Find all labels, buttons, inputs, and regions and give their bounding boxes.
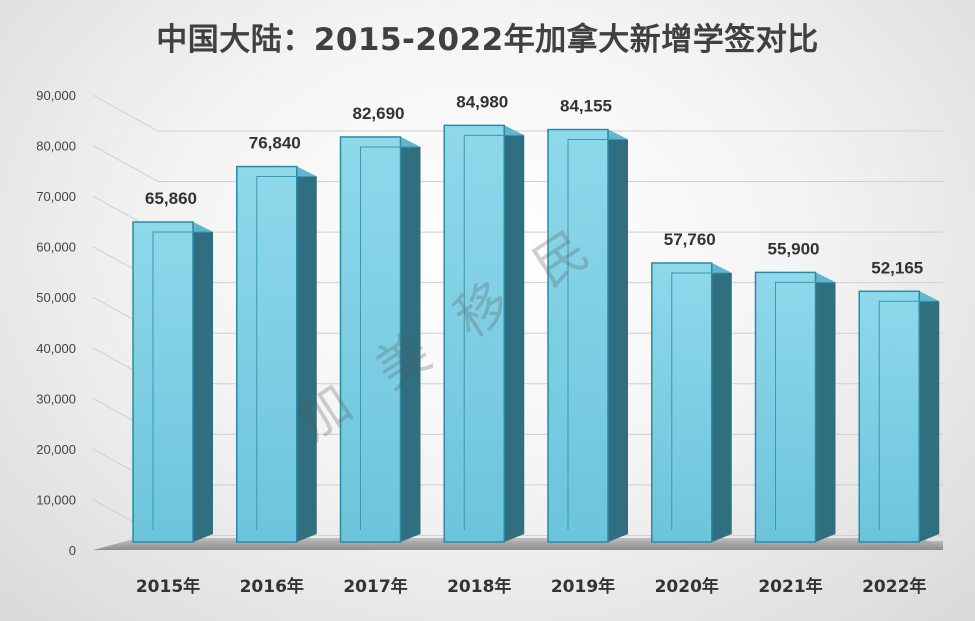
- bar-side: [608, 129, 628, 542]
- bar: [132, 221, 213, 543]
- y-tick-label: 80,000: [36, 139, 76, 154]
- value-label: 57,760: [664, 230, 716, 249]
- value-label: 76,840: [249, 134, 301, 153]
- y-tick-label: 90,000: [36, 88, 76, 103]
- bar: [443, 124, 525, 543]
- bar-front: [858, 290, 920, 543]
- y-tick-label: 50,000: [36, 290, 76, 305]
- value-label: 82,690: [353, 104, 405, 123]
- bar-side: [504, 125, 525, 542]
- y-tick-label: 10,000: [36, 492, 76, 507]
- bar-side: [400, 136, 421, 542]
- bar-inner-edge: [775, 281, 833, 530]
- value-label: 84,155: [560, 97, 612, 116]
- x-tick-label: 2022年: [862, 576, 926, 597]
- bar-inner-edge: [567, 139, 625, 530]
- bar-front: [236, 165, 298, 543]
- bar: [858, 290, 940, 543]
- x-tick-label: 2019年: [551, 576, 615, 597]
- value-label: 55,900: [768, 239, 820, 258]
- bar-front: [339, 136, 402, 543]
- y-tick-label: 70,000: [36, 189, 76, 204]
- bar: [651, 262, 732, 543]
- bar-side: [711, 262, 732, 542]
- bar-front: [132, 221, 194, 543]
- bar-side: [815, 272, 836, 542]
- y-tick-label: 30,000: [36, 391, 76, 406]
- bar-front: [547, 128, 609, 543]
- bar-inner-edge: [463, 134, 522, 530]
- y-tick-label: 0: [69, 543, 76, 558]
- bar-inner-edge: [878, 300, 937, 530]
- x-tick-label: 2015年: [136, 576, 200, 597]
- bar-inner-edge: [152, 231, 210, 530]
- x-tick-label: 2021年: [758, 576, 822, 597]
- y-tick-label: 40,000: [36, 341, 76, 356]
- bar: [547, 128, 628, 543]
- bar-front: [754, 271, 817, 543]
- y-tick-label: 20,000: [36, 442, 76, 457]
- value-label: 52,165: [871, 258, 923, 277]
- gridline: [92, 94, 943, 132]
- bar-inner-edge: [360, 146, 418, 530]
- bar: [754, 271, 836, 543]
- x-tick-label: 2016年: [240, 576, 304, 597]
- bar-side: [193, 222, 213, 542]
- y-tick-label: 60,000: [36, 240, 76, 255]
- gridline: [92, 145, 943, 183]
- x-tick-label: 2018年: [447, 576, 511, 597]
- bar-inner-edge: [671, 272, 729, 530]
- bar: [236, 165, 317, 543]
- bar-inner-edge: [256, 176, 314, 530]
- value-label: 65,860: [145, 189, 197, 208]
- x-tick-label: 2020年: [655, 576, 719, 597]
- bar-side: [296, 166, 317, 542]
- x-tick-label: 2017年: [343, 576, 407, 597]
- bar-front: [651, 262, 713, 543]
- chart-title: 中国大陆：2015-2022年加拿大新增学签对比: [156, 22, 819, 58]
- bar: [339, 136, 421, 543]
- chart-floor-top: [93, 538, 943, 550]
- value-label: 84,980: [456, 92, 508, 111]
- bar-front: [443, 124, 505, 543]
- bar-side: [919, 291, 940, 542]
